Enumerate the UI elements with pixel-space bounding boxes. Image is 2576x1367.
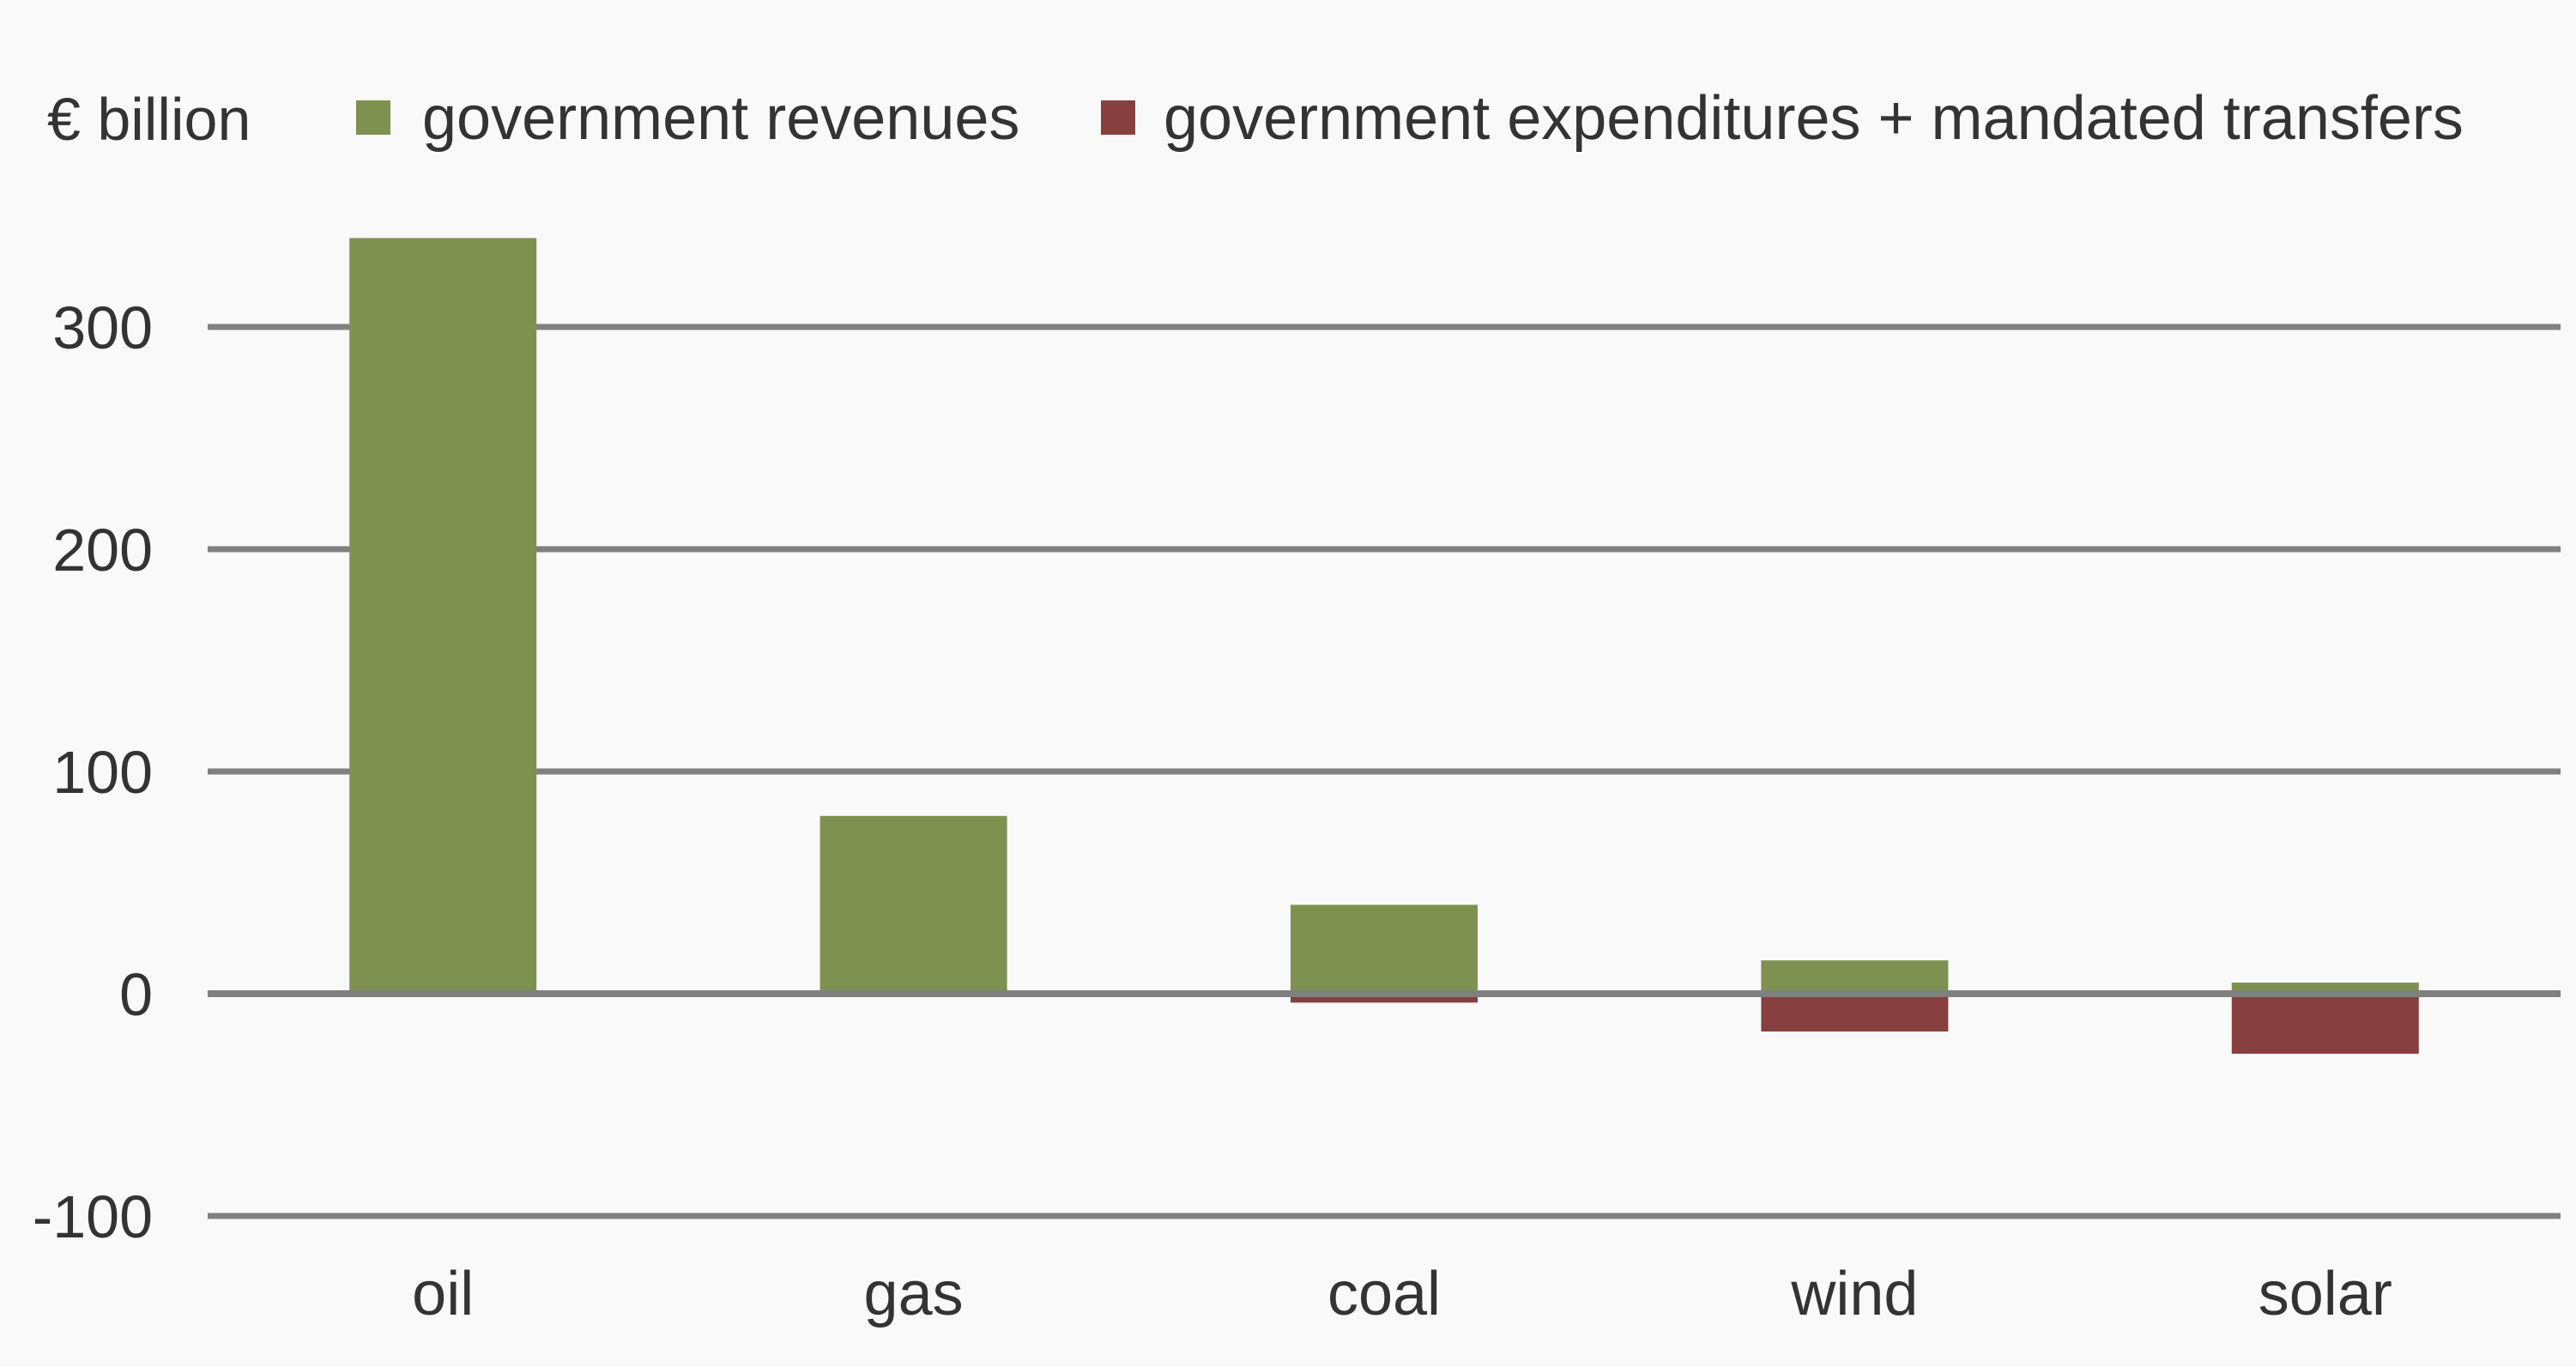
legend-label-expenditures: government expenditures + mandated trans… xyxy=(1164,84,2464,153)
category-label-coal: coal xyxy=(1327,1260,1441,1328)
bar-coal-revenues xyxy=(1291,904,1478,994)
legend: government revenues government expenditu… xyxy=(356,84,2464,153)
legend-swatch-revenues xyxy=(356,100,390,135)
gridlines xyxy=(208,324,2561,1219)
bar-coal-expenditures xyxy=(1291,994,1478,1003)
bar-oil-revenues xyxy=(349,238,537,994)
legend-label-revenues: government revenues xyxy=(422,84,1019,153)
x-axis-labels: oil gas coal wind solar xyxy=(412,1260,2392,1328)
y-tick-label-100: 100 xyxy=(52,739,153,806)
y-axis-ticks: 300 200 100 0 -100 xyxy=(33,294,153,1250)
bar-wind-expenditures xyxy=(1761,994,1949,1032)
bar-solar-expenditures xyxy=(2231,994,2419,1054)
category-label-wind: wind xyxy=(1790,1260,1918,1328)
bar-wind-revenues xyxy=(1761,960,1949,994)
bar-gas-revenues xyxy=(819,815,1007,994)
y-tick-label-neg100: -100 xyxy=(33,1183,153,1250)
category-label-gas: gas xyxy=(864,1260,964,1328)
y-axis-unit-label: € billion xyxy=(47,86,251,153)
category-label-solar: solar xyxy=(2259,1260,2392,1328)
legend-swatch-expenditures xyxy=(1101,100,1135,135)
bars xyxy=(349,238,2419,1054)
y-tick-label-300: 300 xyxy=(52,294,153,361)
category-label-oil: oil xyxy=(412,1260,474,1328)
y-tick-label-200: 200 xyxy=(52,517,153,584)
y-tick-label-0: 0 xyxy=(119,961,153,1028)
